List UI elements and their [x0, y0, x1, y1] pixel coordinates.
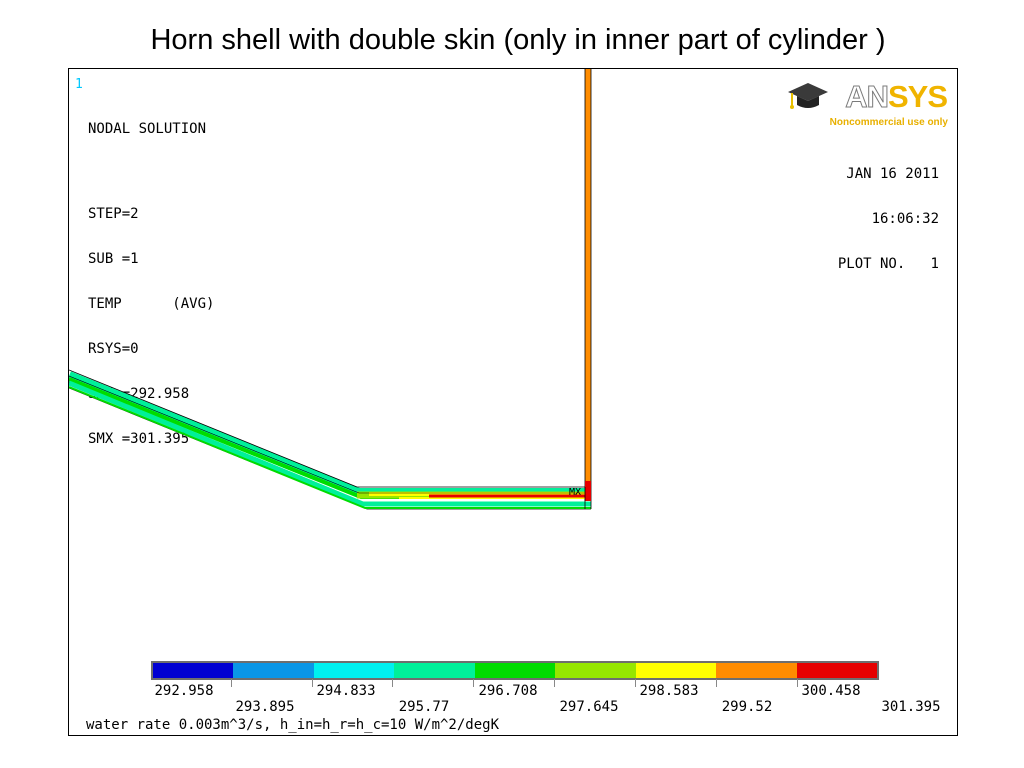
boundary-conditions-note: water rate 0.003m^3/s, h_in=h_r=h_c=10 W…	[86, 717, 500, 733]
ansys-plot-window: 1 NODAL SOLUTION STEP=2 SUB =1 TEMP (AVG…	[68, 68, 958, 736]
plot-number: PLOT NO. 1	[837, 256, 939, 272]
ansys-logo: ANSYS Noncommercial use only	[787, 77, 951, 129]
plot-date: JAN 16 2011	[846, 166, 939, 182]
legend-tick	[797, 679, 798, 687]
info-line-title: NODAL SOLUTION	[88, 121, 207, 137]
legend-label-7: 298.583	[639, 683, 699, 699]
legend-tick	[635, 679, 636, 687]
legend-label-2: 293.895	[235, 699, 295, 715]
legend-band-3	[313, 663, 395, 678]
legend-band-9	[796, 663, 877, 678]
slide-title: Horn shell with double skin (only in inn…	[150, 24, 886, 56]
legend-band-1	[153, 663, 234, 678]
color-legend	[151, 661, 879, 680]
legend-band-7	[635, 663, 717, 678]
cylinder-wall	[584, 69, 592, 501]
legend-band-2	[233, 663, 314, 678]
ansys-wordmark: ANSYS	[845, 79, 948, 115]
plot-time: 16:06:32	[871, 211, 939, 227]
legend-label-6: 297.645	[559, 699, 619, 715]
legend-band-4	[394, 663, 475, 678]
max-marker: MX	[569, 487, 582, 498]
noncommercial-notice: Noncommercial use only	[829, 117, 948, 128]
graduation-cap-icon	[788, 83, 828, 109]
window-number: 1	[75, 77, 83, 92]
legend-label-3: 294.833	[316, 683, 376, 699]
info-line-step: STEP=2	[88, 206, 139, 222]
info-line-sub: SUB =1	[88, 251, 139, 267]
legend-tick	[312, 679, 313, 687]
legend-tick	[554, 679, 555, 687]
legend-band-8	[716, 663, 797, 678]
legend-label-5: 296.708	[478, 683, 538, 699]
legend-label-9: 300.458	[801, 683, 861, 699]
legend-tick	[231, 679, 232, 687]
legend-label-10: 301.395	[881, 699, 941, 715]
info-line-temp: TEMP (AVG)	[88, 296, 215, 312]
info-line-smx: SMX =301.395	[88, 431, 190, 447]
horn-shell	[69, 369, 592, 510]
legend-band-5	[474, 663, 556, 678]
contour-geometry	[69, 69, 592, 510]
legend-tick	[716, 679, 717, 687]
legend-tick	[392, 679, 393, 687]
legend-label-1: 292.958	[154, 683, 214, 699]
plot-timestamp: JAN 16 2011 16:06:32 PLOT NO. 1	[838, 137, 939, 302]
legend-tick	[473, 679, 474, 687]
legend-label-4: 295.77	[398, 699, 450, 715]
info-line-rsys: RSYS=0	[88, 341, 139, 357]
legend-label-8: 299.52	[721, 699, 773, 715]
legend-band-6	[555, 663, 636, 678]
